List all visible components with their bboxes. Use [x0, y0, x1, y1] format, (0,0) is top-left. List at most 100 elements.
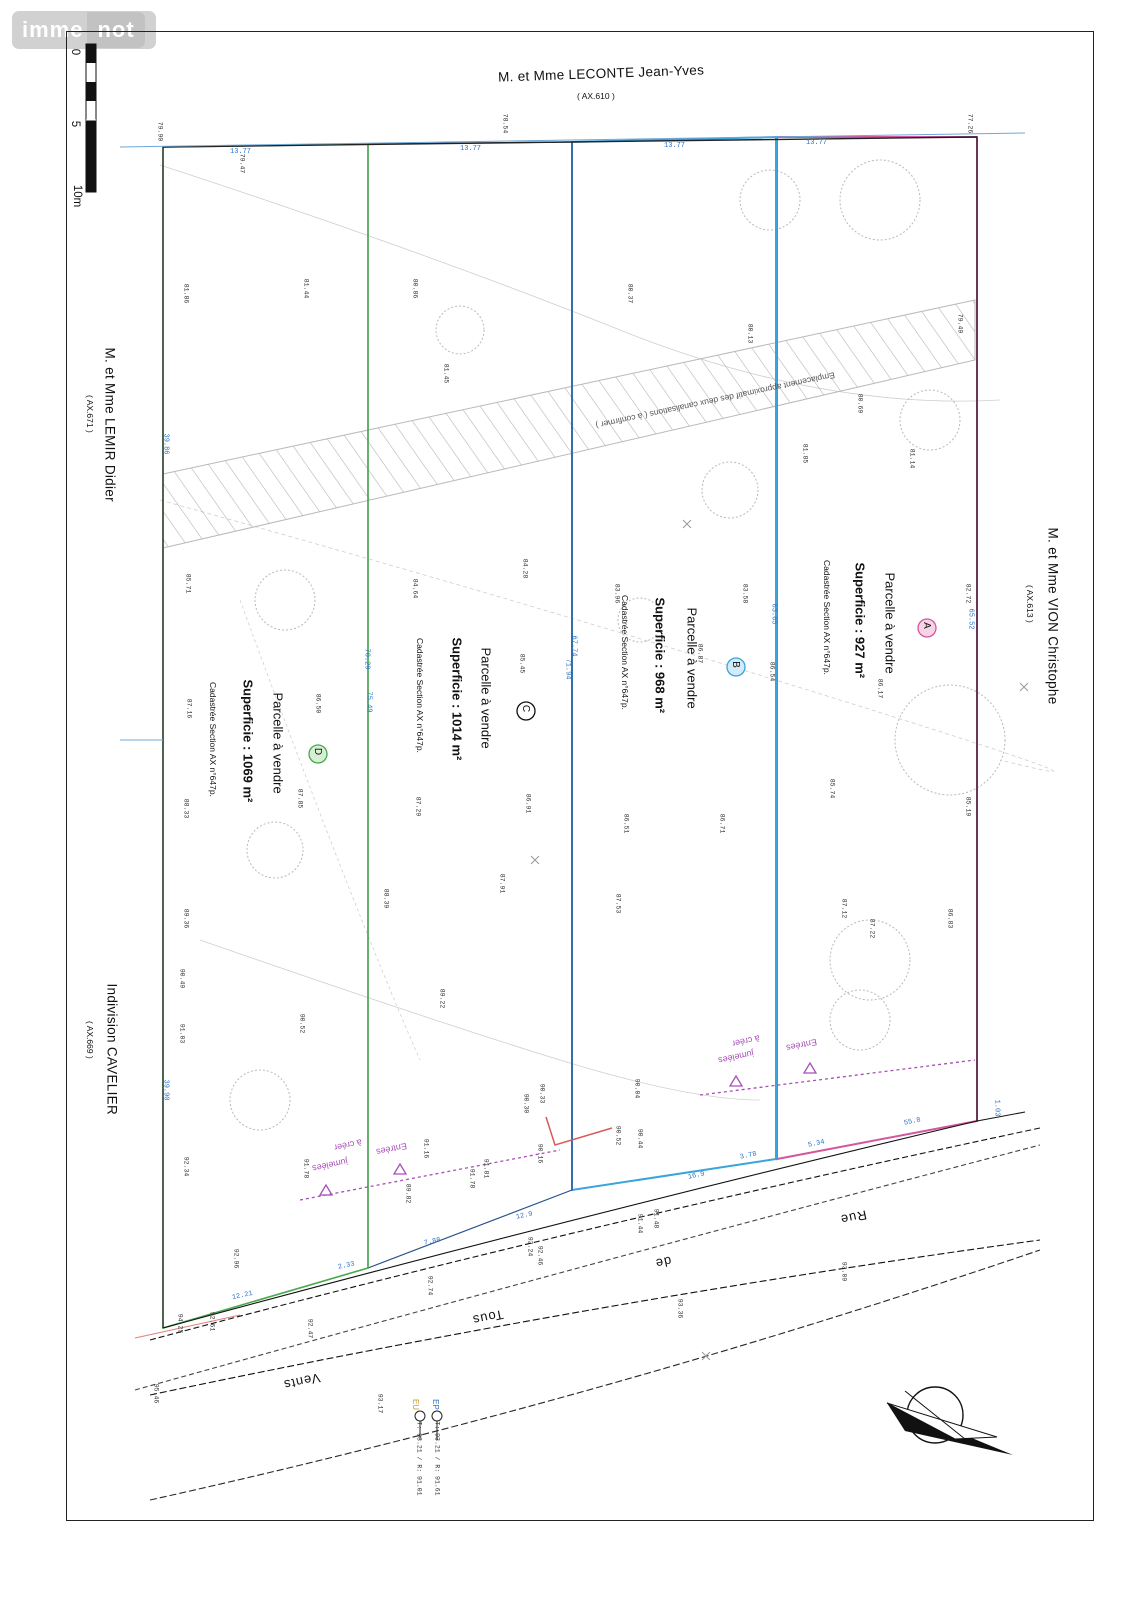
neighbor-top-ref: ( AX.610 ) [577, 91, 615, 101]
scale-label-ten: 10m [71, 184, 84, 208]
spot-height-label: 87.16 [185, 698, 193, 719]
spot-height-label: 77.26 [966, 113, 974, 134]
spot-height-label: 80.13 [746, 323, 754, 344]
spot-height-label: 89.82 [404, 1183, 412, 1204]
spot-height-label: 91.78 [302, 1158, 310, 1179]
lot-b-cadastre: Cadastrée Section AX n°647p. [620, 595, 630, 710]
tree-icon [829, 919, 911, 1001]
watermark-part2: not [87, 12, 145, 48]
red-feature [545, 1116, 613, 1146]
tree-icon [617, 597, 663, 643]
dim-side-2: 63.65 [769, 603, 778, 625]
spot-height-label: 92.47 [306, 1318, 314, 1339]
lot-b-letter: B [729, 661, 741, 668]
spot-height-label: 88.33 [182, 798, 190, 819]
dim-side-3: 67.74 [569, 635, 578, 657]
parcel-boundaries [119, 132, 1026, 1339]
dim-top-4: 13.77 [806, 139, 828, 147]
spot-height-label: 87.12 [840, 898, 848, 919]
dim-front-8: 1.03 [992, 1099, 1001, 1117]
entry-triangle-icon [728, 1074, 744, 1087]
spot-height-label: 79.47 [238, 153, 246, 174]
spot-height-label: 92.46 [536, 1245, 544, 1266]
tree-icon [701, 461, 759, 519]
entry-markers [299, 1059, 976, 1201]
spot-height-label: 92.61 [208, 1311, 216, 1332]
watermark-logo: imme not [12, 11, 156, 49]
spot-height-label: 90.30 [522, 1093, 530, 1114]
spot-height-label: 86.50 [314, 693, 322, 714]
scale-bar-icon [85, 43, 97, 193]
spot-height-label: 92.34 [182, 1156, 190, 1177]
spot-height-label: 86.71 [718, 813, 726, 834]
axis-line-bottom [134, 1314, 241, 1339]
lot-a-area: Superficie : 927 m² [852, 562, 868, 679]
spot-height-label: 92.74 [426, 1275, 434, 1296]
network-symbols [414, 1410, 443, 1440]
spot-height-label: 86.51 [622, 813, 630, 834]
tree-icon [739, 169, 801, 231]
spot-height-label: 90.44 [636, 1128, 644, 1149]
spot-height-label: 82.72 [964, 583, 972, 604]
lot-badge-d [308, 744, 328, 764]
parcel-a-outline [776, 136, 978, 1161]
spot-height-label: 90.52 [298, 1013, 306, 1034]
spot-height-label: 83.58 [741, 583, 749, 604]
plan-frame [66, 31, 1094, 1521]
spot-height-label: 78.54 [501, 113, 509, 134]
dim-top-3: 13.77 [664, 142, 686, 150]
scale-label-five: 5 [69, 120, 82, 128]
road-edges [134, 1111, 1041, 1501]
lot-d-cadastre: Cadastrée Section AX n°647p. [208, 682, 218, 797]
survey-points [530, 519, 1029, 1361]
lot-b-title: Parcelle à vendre [684, 607, 700, 709]
spot-height-label: 80.37 [626, 283, 634, 304]
entry-triangle-icon [392, 1162, 408, 1175]
tree-icon [894, 684, 1006, 796]
spot-height-label: 81.14 [908, 448, 916, 469]
tree-icon [839, 159, 921, 241]
neighbor-left-ref: ( AX.671 ) [85, 395, 95, 433]
spot-height-label: 94.25 [176, 1313, 184, 1334]
neighbor-right-ref: ( AX.613 ) [1025, 585, 1035, 623]
neighbor-bottom-left-ref: ( AX.669 ) [85, 1021, 95, 1059]
spot-height-label: 83.96 [613, 583, 621, 604]
spot-height-label: 92.24 [526, 1236, 534, 1257]
entry-triangle-icon [318, 1183, 334, 1196]
dim-top-2: 13.77 [460, 145, 482, 153]
easement-band [162, 299, 976, 549]
spot-height-label: 85.45 [518, 653, 526, 674]
spot-height-label: 85.71 [184, 573, 192, 594]
lot-d-title: Parcelle à vendre [270, 692, 286, 794]
spot-height-label: 90.04 [633, 1078, 641, 1099]
manhole-icon [431, 1410, 443, 1422]
tree-icon [829, 989, 891, 1051]
network-eu-label: EU [411, 1398, 421, 1411]
tree-icon [254, 569, 316, 631]
spot-height-label: 90.16 [536, 1143, 544, 1164]
spot-height-label: 87.29 [414, 796, 422, 817]
dim-side-4: 71.94 [563, 658, 572, 680]
spot-height-label: 86.54 [768, 661, 776, 682]
lot-c-cadastre: Cadastrée Section AX n°647p. [415, 638, 425, 753]
spot-height-label: 87.22 [868, 918, 876, 939]
entry-triangle-icon [802, 1061, 818, 1074]
parcel-b-outline [571, 135, 777, 1192]
spot-height-label: 93.09 [840, 1261, 848, 1282]
neighbor-right-name: M. et Mme VION Christophe [1045, 527, 1061, 705]
dim-side-7: 39.86 [161, 433, 170, 455]
spot-height-label: 84.64 [411, 578, 419, 599]
tree-icon [899, 389, 961, 451]
lot-d-letter: D [312, 747, 324, 756]
spot-height-label: 87.53 [614, 893, 622, 914]
spot-height-label: 93.36 [676, 1298, 684, 1319]
spot-height-label: 87.91 [498, 873, 506, 894]
network-ep-values: T: 93.21 / R: 91.61 [433, 1421, 441, 1496]
watermark-part1: imme [22, 17, 84, 42]
lot-badge-b [726, 657, 746, 677]
dim-side-6: 70.29 [362, 648, 371, 670]
lot-a-cadastre: Cadastrée Section AX n°647p. [822, 560, 832, 675]
spot-height-label: 91.44 [636, 1213, 644, 1234]
